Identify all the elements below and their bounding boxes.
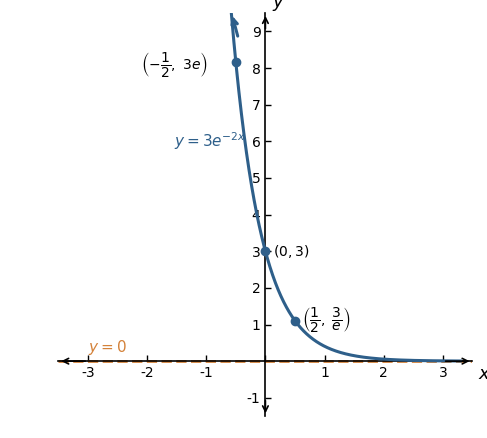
Text: $\left(-\dfrac{1}{2},\ 3e\right)$: $\left(-\dfrac{1}{2},\ 3e\right)$ [141, 50, 208, 79]
Text: x: x [478, 365, 487, 383]
Text: $\left(\dfrac{1}{2},\ \dfrac{3}{e}\right)$: $\left(\dfrac{1}{2},\ \dfrac{3}{e}\right… [302, 305, 351, 334]
Text: y: y [273, 0, 283, 11]
Text: $y = 3e^{-2x}$: $y = 3e^{-2x}$ [174, 131, 246, 152]
Text: $y = 0$: $y = 0$ [88, 338, 127, 357]
Text: $(0, 3)$: $(0, 3)$ [273, 243, 309, 260]
